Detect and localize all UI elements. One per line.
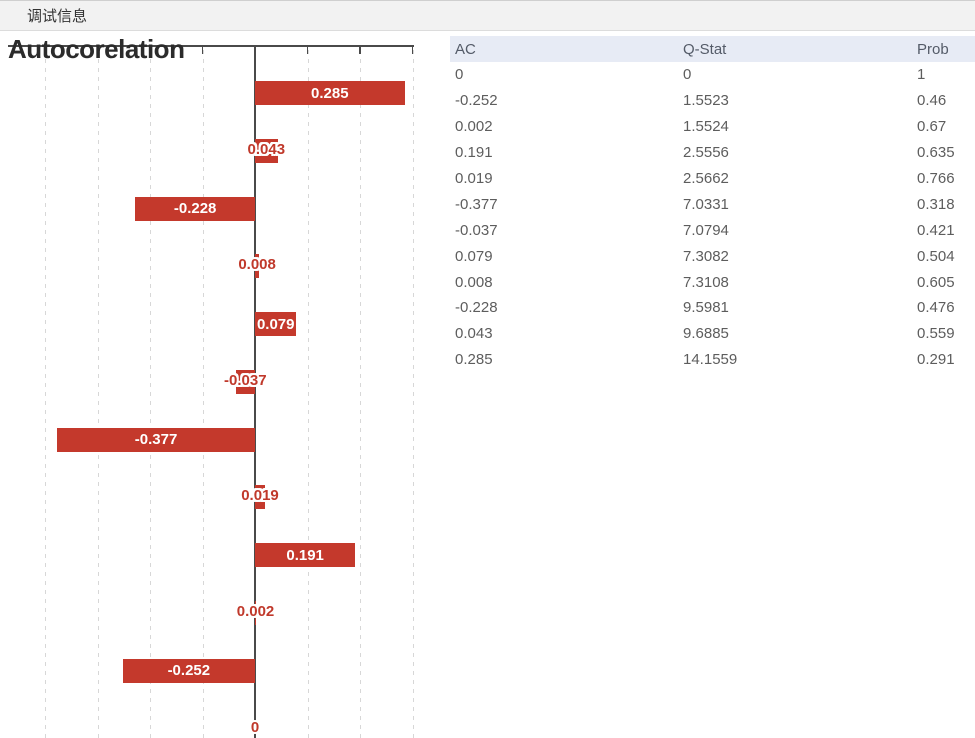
bar-value-label: -0.228 xyxy=(173,200,217,218)
gridline xyxy=(412,50,414,738)
bar-value-label: 0.191 xyxy=(286,546,324,564)
table-row: -0.252 1.5523 0.46 xyxy=(450,88,975,114)
table-cell: 0.476 xyxy=(917,299,955,317)
table-cell: -0.252 xyxy=(455,92,498,110)
bar-value-label: 0.019 xyxy=(241,487,279,505)
acf-bar[interactable] xyxy=(255,138,278,163)
column-header: Prob xyxy=(917,40,949,58)
column-header: AC xyxy=(455,40,476,58)
gridline xyxy=(97,50,99,738)
table-row: 0.043 9.6885 0.559 xyxy=(450,321,975,347)
table-cell: 0.421 xyxy=(917,221,955,239)
acf-bar[interactable] xyxy=(255,485,265,510)
table-cell: 0.291 xyxy=(917,351,955,369)
bar-value-label: 0.043 xyxy=(247,140,286,158)
axis-tick xyxy=(44,45,46,54)
table-cell: 0.285 xyxy=(455,351,493,369)
table-cell: 0.46 xyxy=(917,92,947,110)
acf-bar[interactable]: 0.285 xyxy=(255,81,405,105)
table-cell: 0.318 xyxy=(917,195,955,213)
table-cell: 9.5981 xyxy=(683,299,729,317)
acf-bar[interactable] xyxy=(255,601,257,626)
table-cell: 2.5662 xyxy=(683,170,729,187)
table-cell: 0.019 xyxy=(455,170,493,187)
table-cell: 7.0331 xyxy=(683,195,729,213)
table-cell: 2.5556 xyxy=(683,144,729,162)
table-cell: 0.766 xyxy=(917,170,955,187)
bar-value-label: 0.008 xyxy=(238,256,276,274)
bar-value-label: -0.252 xyxy=(167,662,211,680)
table-cell: 7.3108 xyxy=(683,273,729,291)
bar-value-label: -0.377 xyxy=(134,431,178,449)
gridline xyxy=(307,50,309,738)
gridline xyxy=(202,50,204,738)
axis-tick xyxy=(359,45,361,54)
table-cell: -0.037 xyxy=(455,221,498,239)
table-cell: 14.1559 xyxy=(683,351,738,369)
axis-tick xyxy=(96,45,99,54)
table-cell: 0.002 xyxy=(455,118,493,136)
table-row: -0.228 9.5981 0.476 xyxy=(450,295,975,321)
bar-value-label: 0 xyxy=(250,718,260,736)
table-cell: 0.67 xyxy=(917,118,947,136)
acf-bar[interactable]: -0.377 xyxy=(57,427,255,452)
debug-info-title: 调试信息 xyxy=(27,8,88,25)
acf-bar[interactable]: -0.252 xyxy=(122,658,255,683)
table-row: 0.285 14.1559 0.291 xyxy=(450,347,975,373)
table-cell: 0 xyxy=(455,66,464,84)
acf-bar[interactable]: 0.079 xyxy=(255,312,297,337)
acf-bar[interactable] xyxy=(255,254,260,279)
chart-title: Autocorelation xyxy=(8,34,185,64)
table-cell: 1.5524 xyxy=(683,118,729,136)
bar-value-label: 0.079 xyxy=(256,315,295,333)
debug-info-bar: 调试信息 xyxy=(0,0,975,31)
column-header: Q-Stat xyxy=(683,40,727,58)
table-cell: 0.635 xyxy=(917,144,955,162)
autocorrelation-chart: 0.285 0.043 -0.228 0.008 0.079 -0.037 -0.377 0.… xyxy=(0,30,450,738)
table-row: 0.002 1.5524 0.67 xyxy=(450,114,975,140)
table-cell: 9.6885 xyxy=(683,325,729,343)
table-row: -0.377 7.0331 0.318 xyxy=(450,191,975,217)
gridline xyxy=(45,50,46,738)
table-cell: 0.079 xyxy=(455,247,493,265)
table-cell: -0.377 xyxy=(455,195,498,213)
table-row: 0.191 2.5556 0.635 xyxy=(450,140,975,166)
table-cell: 7.3082 xyxy=(683,247,729,265)
table-row: 0 0 1 xyxy=(450,62,975,88)
axis-tick xyxy=(254,45,256,54)
table-cell: -0.228 xyxy=(455,299,498,317)
table-body: 0 0 1 -0.252 1.5523 0.46 0.002 1.5524 0.67 0.191 2… xyxy=(450,62,975,373)
table-cell: 0.605 xyxy=(917,273,955,291)
table-cell: 7.0794 xyxy=(683,221,729,239)
bar-value-label: 0.002 xyxy=(236,603,275,621)
table-cell: 0.191 xyxy=(455,144,493,162)
gridline xyxy=(150,50,151,738)
x-axis-line xyxy=(8,45,414,47)
table-cell: 0.008 xyxy=(455,273,493,291)
bar-value-label: -0.037 xyxy=(224,371,267,389)
table-cell: 0.504 xyxy=(917,247,955,265)
axis-tick xyxy=(201,45,204,54)
gridline xyxy=(360,50,361,738)
table-cell: 0.043 xyxy=(455,325,493,343)
acf-bar[interactable]: 0.191 xyxy=(255,543,356,568)
axis-tick xyxy=(306,45,309,54)
table-row: -0.037 7.0794 0.421 xyxy=(450,217,975,243)
table-cell: 0.559 xyxy=(917,325,955,343)
axis-tick xyxy=(149,45,151,54)
table-cell: 0 xyxy=(683,66,692,84)
table-header-row: AC Q-Stat Prob xyxy=(450,36,975,62)
zero-axis-line xyxy=(254,45,256,738)
stats-table: AC Q-Stat Prob 0 0 1 -0.252 1.5523 0.46 0.002 1.5… xyxy=(450,36,975,373)
table-row: 0.008 7.3108 0.605 xyxy=(450,269,975,295)
axis-tick xyxy=(411,45,414,54)
bar-value-label: 0.285 xyxy=(311,84,349,102)
table-row: 0.079 7.3082 0.504 xyxy=(450,243,975,269)
table-row: 0.019 2.5662 0.766 xyxy=(450,166,975,192)
acf-bar[interactable]: -0.228 xyxy=(135,196,255,221)
table-cell: 1.5523 xyxy=(683,92,729,110)
acf-bar[interactable] xyxy=(235,369,255,394)
table-cell: 1 xyxy=(917,66,926,84)
